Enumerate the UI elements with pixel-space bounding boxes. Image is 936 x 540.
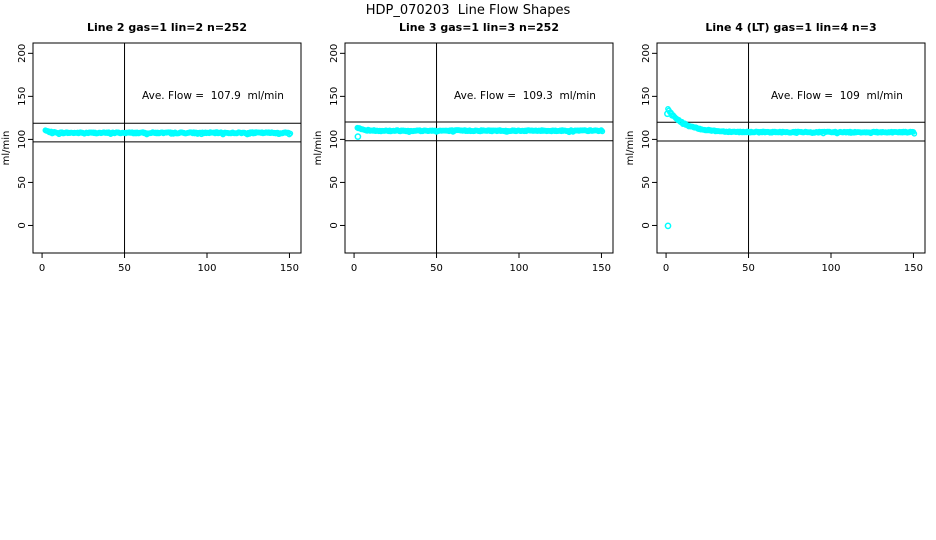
outlier-point: [664, 222, 672, 230]
x-axis-tick-label: 150: [592, 263, 611, 274]
x-axis-tick-label: 0: [39, 263, 45, 274]
y-axis-tick-label: 0: [17, 222, 28, 228]
x-axis-tick-label: 150: [904, 263, 923, 274]
y-axis-tick-label: 150: [641, 87, 652, 106]
y-axis-tick-label: 200: [17, 44, 28, 63]
y-axis-tick-label: 50: [17, 176, 28, 189]
x-axis-tick-label: 0: [663, 263, 669, 274]
x-axis-tick-label: 100: [509, 263, 528, 274]
y-axis-tick-label: 0: [641, 222, 652, 228]
data-point: [599, 128, 606, 135]
y-axis-tick-label: 100: [641, 130, 652, 149]
y-axis-tick-label: 200: [641, 44, 652, 63]
y-axis-tick-label: 100: [17, 130, 28, 149]
panel-2-title: Line 3 gas=1 lin=3 n=252: [398, 21, 559, 34]
panel-1-y-axis-label: ml/min: [1, 130, 12, 166]
plot-box: [32, 42, 302, 254]
y-axis-tick-label: 100: [329, 130, 340, 149]
y-axis-tick-label: 150: [17, 87, 28, 106]
outlier-point: [664, 110, 671, 118]
plot-box: [344, 42, 614, 254]
panel-2: 0 50 100 150 0 50 100 150 200: [329, 42, 614, 274]
x-axis-tick-label: 150: [280, 263, 299, 274]
data-point: [911, 130, 918, 137]
panel-1: 0 50 100 150 0 50 100 150 200: [17, 42, 302, 274]
y-axis-tick-label: 50: [329, 176, 340, 189]
x-axis-tick-label: 50: [118, 263, 131, 274]
y-axis-tick-label: 0: [329, 222, 340, 228]
panel-2-ave-flow-annotation: Ave. Flow = 109.3 ml/min: [454, 90, 596, 102]
panel-3-title: Line 4 (LT) gas=1 lin=4 n=3: [705, 21, 877, 34]
x-axis-tick-label: 100: [821, 263, 840, 274]
data-point: [286, 131, 293, 138]
panel-1-ave-flow-annotation: Ave. Flow = 107.9 ml/min: [142, 90, 284, 102]
x-axis-tick-label: 100: [197, 263, 216, 274]
x-axis-tick-label: 50: [430, 263, 443, 274]
y-axis-tick-label: 200: [329, 44, 340, 63]
panel-3-y-axis-label: ml/min: [625, 130, 636, 166]
x-axis-tick-label: 0: [351, 263, 357, 274]
y-axis-tick-label: 50: [641, 176, 652, 189]
outlier-point: [354, 133, 362, 140]
plot-box: [656, 42, 926, 254]
data-point: [287, 130, 294, 137]
y-axis-tick-label: 150: [329, 87, 340, 106]
plots-layer: 0 50 100 150 0 50 100 150 200 0 50 100 150 0 50 100 150 2…: [17, 42, 926, 274]
panel-2-y-axis-label: ml/min: [313, 130, 324, 166]
panel-3: 0 50 100 150 0 50 100 150 200: [641, 42, 926, 274]
panel-1-title: Line 2 gas=1 lin=2 n=252: [86, 21, 247, 34]
panel-3-ave-flow-annotation: Ave. Flow = 109 ml/min: [771, 90, 903, 102]
figure-title: HDP_070203 Line Flow Shapes: [365, 3, 571, 18]
x-axis-tick-label: 50: [742, 263, 755, 274]
